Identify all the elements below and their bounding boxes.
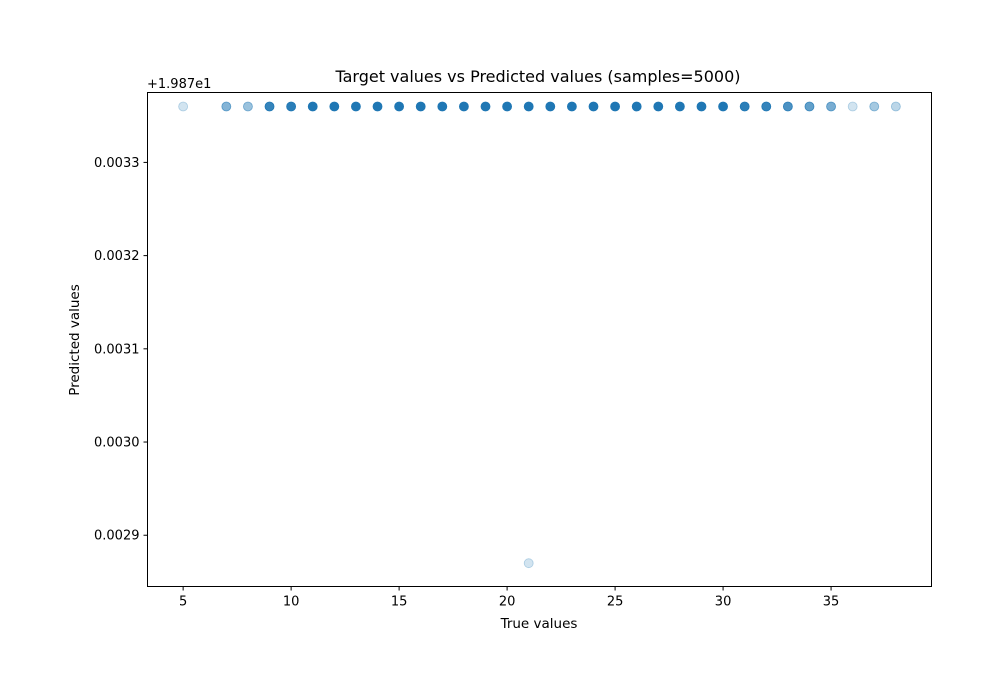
chart-title: Target values vs Predicted values (sampl… [334, 67, 740, 86]
data-point [545, 101, 556, 112]
data-point [588, 101, 599, 112]
data-point [178, 101, 189, 112]
data-point [523, 558, 534, 569]
data-point [307, 101, 318, 112]
y-tick-label: 0.0029 [94, 529, 140, 544]
data-point [437, 101, 448, 112]
y-tick-label: 0.0033 [94, 156, 140, 171]
data-point [718, 101, 728, 112]
y-axis-ticks: 0.0029 0.0030 0.0031 0.0032 0.0033 [94, 156, 148, 544]
data-point [459, 101, 469, 112]
data-point [480, 101, 491, 112]
data-point [264, 101, 275, 112]
data-point [826, 101, 836, 112]
y-axis-label: Predicted values [67, 284, 83, 396]
y-tick-label: 0.0031 [94, 342, 140, 357]
data-point [653, 101, 664, 112]
data-point [847, 101, 858, 112]
data-point [243, 101, 253, 112]
axes-frame [147, 92, 932, 587]
data-point [351, 101, 361, 112]
data-point [415, 101, 426, 112]
x-tick-label: 10 [283, 595, 300, 610]
points-layer [178, 101, 901, 569]
data-point [372, 101, 383, 112]
x-axis-label: True values [500, 616, 578, 632]
data-point [523, 101, 534, 112]
y-offset-label: +1.987e1 [147, 77, 211, 92]
data-point [610, 101, 620, 112]
data-point [329, 101, 340, 112]
y-tick-label: 0.0030 [94, 436, 140, 451]
x-tick-label: 35 [823, 595, 840, 610]
x-tick-label: 15 [391, 595, 408, 610]
x-tick-label: 25 [607, 595, 624, 610]
data-point [739, 101, 750, 112]
y-tick-label: 0.0032 [94, 249, 140, 264]
data-point [502, 101, 513, 112]
data-point [566, 101, 577, 112]
data-point [890, 101, 901, 112]
data-point [696, 101, 707, 112]
x-tick-label: 30 [715, 595, 732, 610]
x-tick-label: 20 [499, 595, 516, 610]
data-point [782, 101, 793, 112]
data-point [674, 101, 685, 112]
data-point [804, 101, 815, 112]
data-point [761, 101, 772, 112]
x-tick-label: 5 [179, 595, 187, 610]
data-point [221, 101, 232, 112]
data-point [631, 101, 642, 112]
x-axis-ticks: 5 10 15 20 25 30 35 [179, 586, 840, 610]
data-point [286, 101, 297, 112]
data-point [869, 101, 880, 112]
data-point [394, 101, 405, 112]
